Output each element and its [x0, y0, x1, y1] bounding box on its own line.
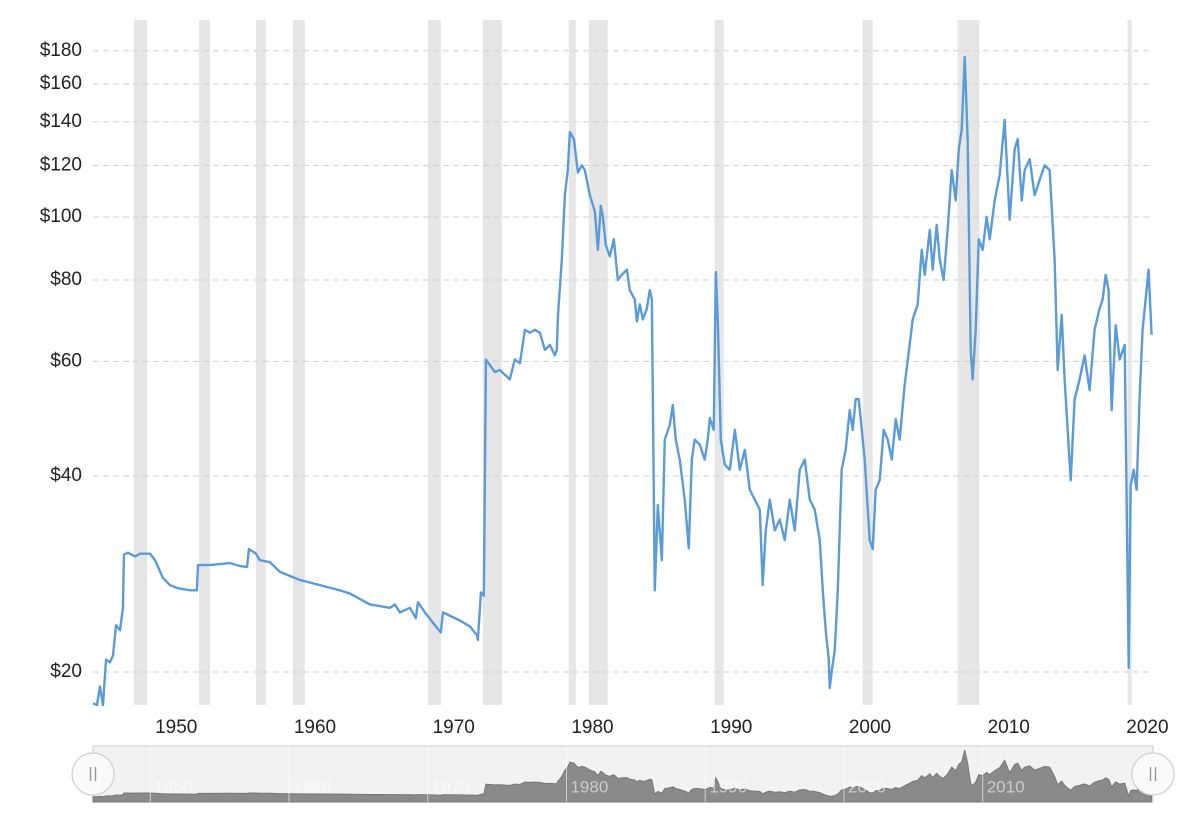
x-tick-label: 1980 — [571, 717, 613, 738]
price-line — [92, 55, 1153, 707]
y-tick-label: $40 — [50, 465, 82, 486]
navigator-handle — [71, 752, 115, 796]
shaded-period — [427, 20, 441, 705]
navigator-tick-label: 1950 — [154, 777, 192, 796]
x-tick-label: 1960 — [294, 717, 336, 738]
shaded-period — [862, 20, 873, 705]
navigator-tick-label: 1980 — [570, 777, 608, 796]
navigator-handle — [1131, 752, 1175, 796]
shaded-period — [482, 20, 502, 705]
y-tick-label: $180 — [40, 40, 82, 61]
x-tick-label: 2010 — [988, 717, 1030, 738]
navigator: 1950 1960 1970 1980 1990 2000 2010 — [71, 745, 1175, 803]
plot — [92, 55, 1153, 707]
y-tick-label: $160 — [40, 73, 82, 94]
navigator-tick-label: 1960 — [293, 777, 331, 796]
navigator-tick-label: 2000 — [848, 777, 886, 796]
grid: $20 $40 $60 $80 $100 $120 $140 $160 $180 1950 1960… — [40, 40, 1169, 738]
y-tick-label: $60 — [50, 350, 82, 371]
shaded-period — [957, 20, 980, 705]
x-tick-label: 1950 — [155, 717, 197, 738]
shaded-period — [568, 20, 576, 705]
x-tick-label: 2000 — [849, 717, 891, 738]
navigator-area — [92, 749, 1153, 803]
shaded-period — [292, 20, 305, 705]
y-tick-label: $120 — [40, 154, 82, 175]
shaded-period — [255, 20, 266, 705]
shaded-period — [199, 20, 210, 705]
x-tick-label: 1970 — [433, 717, 475, 738]
shaded-period — [588, 20, 608, 705]
shaded-period — [1127, 20, 1132, 705]
navigator-tick-label: 2010 — [987, 777, 1025, 796]
y-tick-label: $140 — [40, 111, 82, 132]
y-tick-label: $80 — [50, 269, 82, 290]
x-tick-label: 2020 — [1126, 717, 1168, 738]
shaded-period — [133, 20, 147, 705]
y-tick-label: $20 — [50, 661, 82, 682]
x-tick-label: 1990 — [710, 717, 752, 738]
navigator-tick-label: 1970 — [432, 777, 470, 796]
navigator-tick-label: 1990 — [709, 777, 747, 796]
y-tick-label: $100 — [40, 206, 82, 227]
shaded-periods — [133, 20, 1132, 705]
